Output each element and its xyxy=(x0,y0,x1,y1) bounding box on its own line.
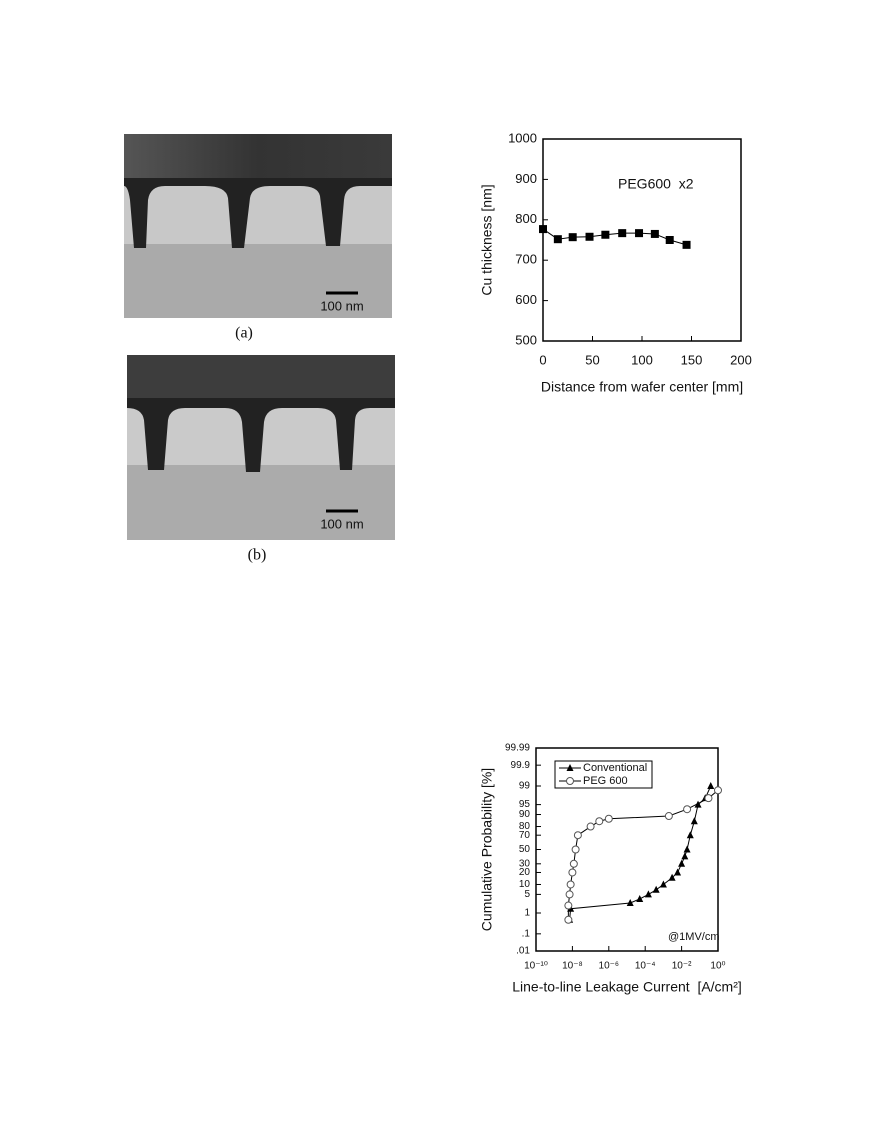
x-tick-label: 200 xyxy=(730,352,752,367)
x-tick-label: 10⁻⁴ xyxy=(635,961,656,972)
marker xyxy=(566,880,575,889)
annotation: PEG600 x2 xyxy=(618,176,694,192)
x-tick-label: 10⁰ xyxy=(710,961,725,972)
marker xyxy=(586,822,595,831)
marker xyxy=(665,236,674,244)
marker xyxy=(569,859,578,868)
marker xyxy=(568,868,577,877)
marker xyxy=(707,782,715,790)
x-tick-label: 10⁻⁸ xyxy=(562,961,583,972)
y-tick-label: 99 xyxy=(519,781,531,792)
y-tick-label: 10 xyxy=(519,879,531,890)
marker xyxy=(681,852,689,860)
y-tick-label: 99.99 xyxy=(505,743,530,754)
marker xyxy=(674,868,682,876)
marker xyxy=(595,817,604,826)
y-tick-label: 50 xyxy=(519,844,531,855)
marker xyxy=(652,885,660,893)
x-tick-label: 100 xyxy=(631,352,653,367)
y-tick-label: 30 xyxy=(519,858,531,869)
x-tick-label: 10⁻¹⁰ xyxy=(524,961,548,972)
y-axis-label: Cumulative Probability [%] xyxy=(479,768,495,931)
caption: (b) xyxy=(248,547,267,564)
caption: (a) xyxy=(235,325,253,342)
marker xyxy=(604,814,613,823)
micrograph: 100 nm xyxy=(127,355,395,540)
marker xyxy=(650,229,659,238)
y-axis-label: Cu thickness [nm] xyxy=(479,184,495,295)
y-tick-label: .01 xyxy=(516,946,530,957)
x-tick-label: 150 xyxy=(681,352,703,367)
marker xyxy=(618,229,627,238)
marker xyxy=(568,233,577,242)
marker xyxy=(565,890,574,899)
marker xyxy=(690,817,698,825)
y-tick-label: 900 xyxy=(515,171,537,186)
y-tick-label: 70 xyxy=(519,830,531,841)
marker xyxy=(635,229,644,238)
y-tick-label: 700 xyxy=(515,252,537,267)
marker xyxy=(678,859,686,867)
y-tick-label: 1000 xyxy=(508,130,537,145)
y-tick-label: 600 xyxy=(515,292,537,307)
y-tick-label: 1 xyxy=(524,908,530,919)
x-tick-label: 10⁻² xyxy=(672,961,692,972)
y-tick-label: 500 xyxy=(515,332,537,347)
annotation: @1MV/cm xyxy=(668,931,720,943)
scale-label: 100 nm xyxy=(320,298,363,313)
marker xyxy=(714,786,722,795)
marker xyxy=(573,831,582,840)
y-tick-label: 90 xyxy=(519,809,531,820)
marker xyxy=(539,225,547,234)
marker xyxy=(686,831,694,839)
legend-marker xyxy=(566,777,574,785)
marker xyxy=(564,901,573,910)
y-tick-label: 800 xyxy=(515,211,537,226)
marker xyxy=(601,230,610,239)
y-tick-label: 80 xyxy=(519,821,531,832)
y-tick-label: 99.9 xyxy=(511,760,531,771)
micrograph: 100 nm xyxy=(124,134,392,318)
legend-label: Conventional xyxy=(583,762,647,774)
x-tick-label: 10⁻⁶ xyxy=(599,961,620,972)
marker xyxy=(644,890,652,898)
marker xyxy=(585,232,594,241)
data-line xyxy=(567,789,719,920)
x-axis-label: Line-to-line Leakage Current [A/cm²] xyxy=(512,979,742,995)
marker xyxy=(668,873,676,881)
marker xyxy=(659,880,667,888)
legend-marker xyxy=(566,764,574,771)
marker xyxy=(564,915,573,924)
marker xyxy=(636,894,644,902)
marker xyxy=(664,812,673,821)
legend-label: PEG 600 xyxy=(583,775,628,787)
marker xyxy=(626,898,634,906)
x-tick-label: 50 xyxy=(585,352,599,367)
marker xyxy=(683,845,691,853)
x-tick-label: 0 xyxy=(539,352,546,367)
y-tick-label: 5 xyxy=(524,889,530,900)
marker xyxy=(704,794,713,803)
marker xyxy=(571,845,580,854)
marker xyxy=(683,805,692,814)
scale-label: 100 nm xyxy=(320,516,363,531)
marker xyxy=(553,235,562,244)
y-tick-label: 95 xyxy=(519,799,531,810)
marker xyxy=(682,240,691,249)
x-axis-label: Distance from wafer center [mm] xyxy=(541,379,743,395)
data-line xyxy=(542,228,687,246)
y-tick-label: .1 xyxy=(522,928,531,939)
y-tick-label: 20 xyxy=(519,867,531,878)
